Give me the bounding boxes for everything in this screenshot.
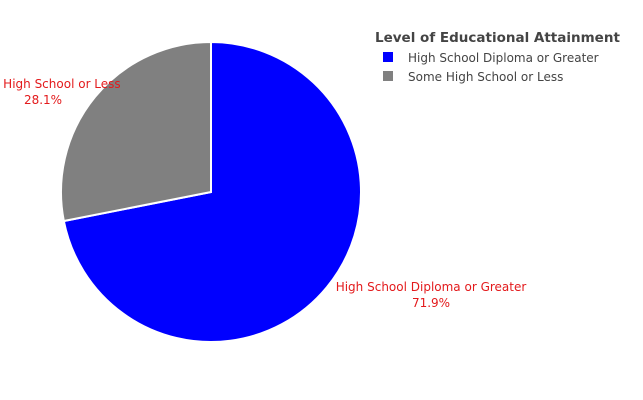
pie-slice-1[interactable]: [60, 40, 212, 223]
slice-value-label-1: 28.1%: [24, 93, 62, 107]
legend-swatch: [383, 52, 393, 62]
pie-slice-labels: High School Diploma or Greater 71.9% Some …: [0, 77, 526, 310]
legend: Level of Educational Attainment High Sch…: [375, 30, 620, 84]
slice-label-0: High School Diploma or Greater: [336, 280, 527, 294]
pie-slice-0[interactable]: [62, 40, 362, 343]
legend-item-high-school-diploma[interactable]: High School Diploma or Greater: [383, 51, 599, 65]
legend-swatch: [383, 71, 393, 81]
legend-title: Level of Educational Attainment: [375, 30, 620, 46]
legend-item-some-high-school[interactable]: Some High School or Less: [383, 70, 563, 84]
slice-value-label-0: 71.9%: [412, 296, 450, 310]
slice-label-1: Some High School or Less: [0, 77, 121, 91]
legend-label: Some High School or Less: [408, 70, 563, 84]
legend-label: High School Diploma or Greater: [408, 51, 599, 65]
pie-slices: [60, 40, 362, 343]
